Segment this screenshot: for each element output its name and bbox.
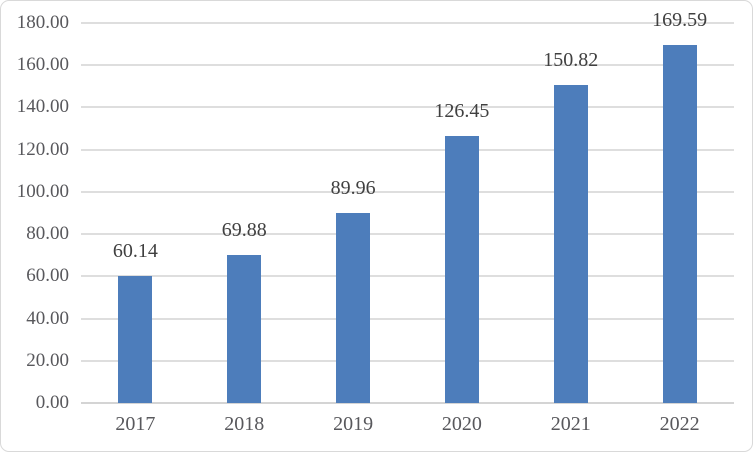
gridline	[81, 233, 734, 236]
y-axis-tick-label: 100.00	[16, 180, 69, 202]
x-axis-tick-label: 2018	[224, 413, 265, 435]
data-label: 126.45	[434, 100, 490, 123]
y-axis-tick-label: 40.00	[26, 307, 69, 329]
bar-2021	[553, 84, 588, 403]
bar-2019	[336, 213, 371, 403]
data-label: 150.82	[543, 48, 599, 71]
gridline	[81, 22, 734, 24]
gridline	[81, 359, 734, 362]
x-axis-tick-label: 2017	[115, 413, 156, 435]
gridline	[81, 64, 734, 67]
gridline	[81, 317, 734, 320]
x-axis-tick-label: 2019	[333, 413, 374, 435]
x-axis-tick-label: 2022	[659, 413, 700, 435]
gridline	[81, 275, 734, 278]
data-label: 169.59	[652, 8, 708, 31]
gridline	[81, 106, 734, 109]
gridline	[81, 148, 734, 151]
bar-2018	[227, 255, 262, 403]
bar-2020	[444, 136, 479, 403]
y-axis-tick-label: 80.00	[26, 223, 69, 245]
bar-2017	[118, 276, 153, 403]
y-axis-tick-label: 0.00	[35, 392, 69, 413]
y-axis-tick-label: 120.00	[16, 138, 69, 160]
y-axis-tick-label: 180.00	[16, 12, 69, 33]
x-axis-line	[81, 402, 734, 404]
y-axis-tick-label: 140.00	[16, 96, 69, 118]
data-label: 89.96	[330, 177, 376, 200]
y-axis-tick-label: 160.00	[16, 54, 69, 76]
x-axis-tick-label: 2020	[441, 413, 482, 435]
x-axis-tick-label: 2021	[550, 413, 591, 435]
data-label: 69.88	[221, 219, 267, 242]
bar-2022	[662, 44, 697, 403]
data-label: 60.14	[112, 240, 158, 263]
y-axis-tick-label: 60.00	[26, 265, 69, 287]
y-axis-tick-label: 20.00	[26, 349, 69, 371]
gridline	[81, 190, 734, 193]
